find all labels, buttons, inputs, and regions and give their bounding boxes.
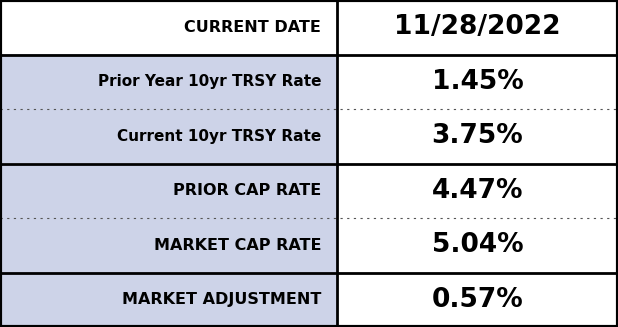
Bar [0,0,337,55]
Text: MARKET ADJUSTMENT: MARKET ADJUSTMENT [122,292,321,307]
Bar [337,272,618,327]
Text: Current 10yr TRSY Rate: Current 10yr TRSY Rate [117,129,321,144]
Text: Prior Year 10yr TRSY Rate: Prior Year 10yr TRSY Rate [98,74,321,89]
Bar [0,55,337,109]
Text: 11/28/2022: 11/28/2022 [394,14,561,40]
Bar [337,218,618,272]
Text: 5.04%: 5.04% [431,232,523,258]
Text: CURRENT DATE: CURRENT DATE [185,20,321,35]
Text: 3.75%: 3.75% [431,123,523,149]
Text: PRIOR CAP RATE: PRIOR CAP RATE [173,183,321,198]
Text: 1.45%: 1.45% [431,69,523,95]
Text: MARKET CAP RATE: MARKET CAP RATE [154,238,321,253]
Bar [337,109,618,164]
Text: 0.57%: 0.57% [431,287,523,313]
Bar [0,164,337,218]
Bar [0,109,337,164]
Bar [337,164,618,218]
Text: 4.47%: 4.47% [431,178,523,204]
Bar [0,218,337,272]
Bar [0,272,337,327]
Bar [337,0,618,55]
Bar [337,55,618,109]
